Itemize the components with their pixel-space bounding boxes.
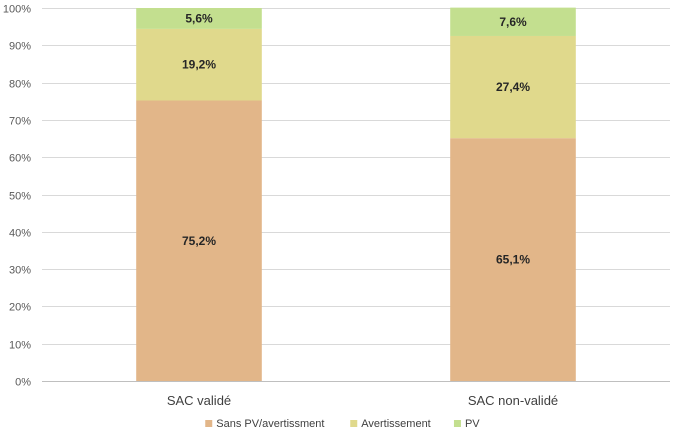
x-axis: SAC validé SAC non-validé [42,381,670,408]
y-tick-label: 0% [15,377,31,389]
y-tick-label: 30% [9,265,31,277]
data-label: 5,6% [185,11,213,25]
y-tick-label: 100% [3,4,31,16]
y-tick-label: 80% [9,79,31,91]
legend-swatch [453,420,461,427]
bar-segment [136,28,262,101]
data-label: 19,2% [182,58,216,72]
x-category-label: SAC validé [167,393,231,408]
data-label: 65,1% [496,253,530,267]
legend-label: Avertissement [361,418,431,430]
data-labels: 75,2% 19,2% 5,6% 65,1% 27,4% 7,6% [182,11,530,266]
legend-label: Sans PV/avertissment [216,418,324,430]
bar-segment [450,35,576,139]
y-tick-label: 70% [9,116,31,128]
y-axis: 0% 10% 20% 30% 40% 50% 60% 70% 80% 90% 100% [3,4,31,389]
bars [136,7,576,381]
x-category-label: SAC non-validé [468,393,558,408]
y-tick-label: 50% [9,191,31,203]
y-tick-label: 90% [9,41,31,53]
legend: Sans PV/avertissment Avertissement PV [205,418,480,430]
bar-segment [450,7,576,36]
legend-label: PV [465,418,480,430]
y-tick-label: 40% [9,228,31,240]
data-label: 75,2% [182,234,216,248]
data-label: 7,6% [499,15,527,29]
legend-swatch [205,420,213,427]
bar-segment [136,100,262,381]
y-tick-label: 60% [9,153,31,165]
y-tick-label: 10% [9,340,31,352]
bar-segment [450,138,576,381]
data-label: 27,4% [496,80,530,94]
y-tick-label: 20% [9,302,31,314]
legend-swatch [350,420,358,427]
bar-segment [136,8,262,29]
